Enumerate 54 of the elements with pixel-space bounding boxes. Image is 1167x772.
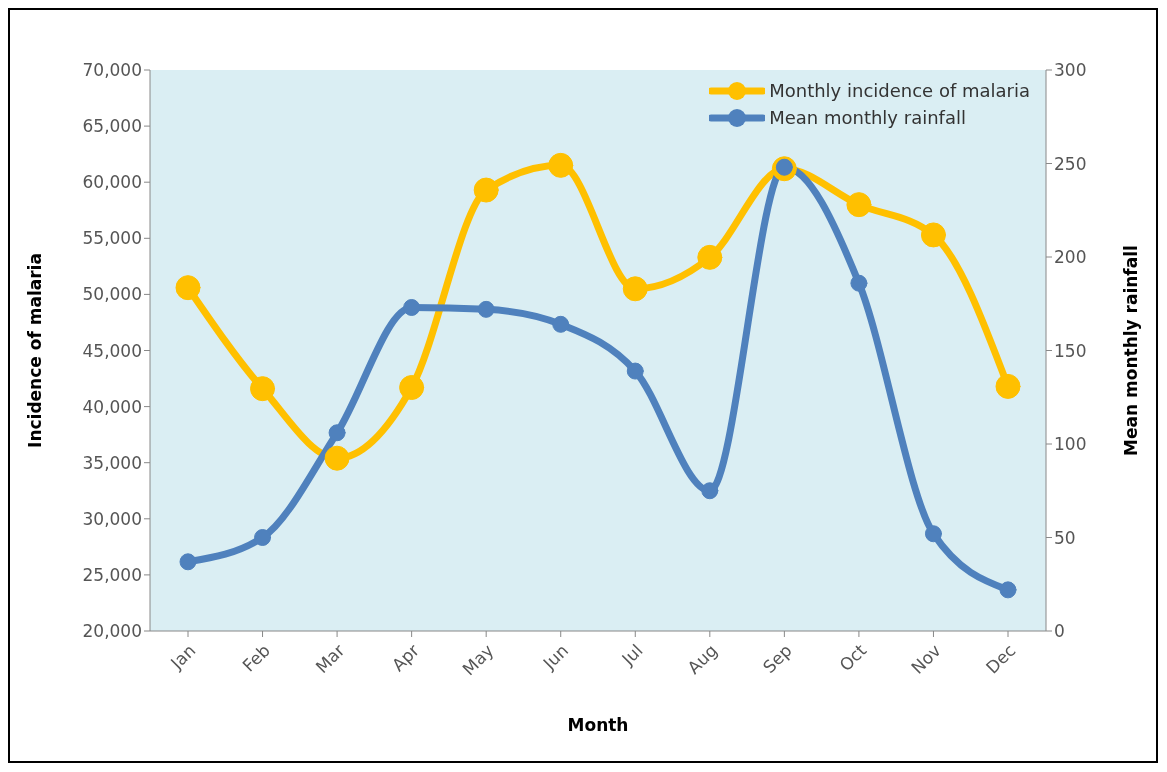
x-tick-label: Oct — [835, 639, 871, 676]
x-tick-label: Jul — [617, 640, 647, 670]
x-tick-label: Feb — [238, 640, 274, 676]
y2-axis-title: Mean monthly rainfall — [1121, 245, 1142, 456]
x-tick-label: Jun — [538, 640, 573, 674]
point — [697, 244, 723, 270]
y2-tick-label: 100 — [1054, 434, 1087, 455]
point — [328, 424, 346, 442]
point — [622, 276, 648, 302]
y-tick-label: 35,000 — [82, 452, 142, 473]
point — [399, 375, 425, 401]
point — [552, 315, 570, 333]
point — [477, 300, 495, 318]
x-tick-label: Jan — [165, 640, 200, 674]
y2-tick-label: 250 — [1054, 153, 1087, 174]
point — [548, 152, 574, 178]
point — [995, 373, 1021, 399]
point — [324, 445, 350, 471]
y2-tick-label: 300 — [1054, 60, 1087, 81]
y-tick-label: 25,000 — [82, 564, 142, 585]
point — [846, 192, 872, 218]
y2-tick-label: 200 — [1054, 247, 1087, 268]
point — [254, 529, 272, 546]
x-tick-label: Apr — [388, 640, 423, 676]
y-tick-label: 60,000 — [82, 172, 142, 193]
point — [473, 177, 499, 203]
point — [701, 482, 719, 500]
x-axis-title: Month — [567, 715, 629, 735]
x-tick-label: Sep — [758, 640, 796, 678]
legend-label: Monthly incidence of malaria — [769, 80, 1030, 101]
point — [924, 525, 942, 543]
x-tick-label: Dec — [981, 640, 1020, 678]
y2-tick-label: 50 — [1054, 527, 1076, 548]
y-tick-label: 40,000 — [82, 396, 142, 417]
y-tick-label: 45,000 — [82, 340, 142, 361]
point — [175, 275, 201, 301]
x-tick-label: Mar — [311, 640, 349, 678]
y-tick-label: 30,000 — [82, 508, 142, 529]
y-tick-label: 50,000 — [82, 284, 142, 305]
point — [850, 274, 868, 292]
y2-tick-label: 0 — [1054, 621, 1065, 642]
y-axis-title: Incidence of malaria — [25, 253, 46, 448]
y-tick-label: 20,000 — [82, 621, 142, 642]
point — [250, 376, 276, 402]
y-tick-label: 55,000 — [82, 228, 142, 249]
y-tick-label: 65,000 — [82, 116, 142, 137]
point — [999, 581, 1017, 599]
y2-tick-label: 150 — [1054, 340, 1087, 361]
point — [626, 362, 644, 380]
legend-label: Mean monthly rainfall — [769, 107, 966, 128]
point — [920, 222, 946, 248]
y-tick-label: 70,000 — [82, 60, 142, 81]
point — [179, 553, 197, 571]
point — [403, 298, 421, 316]
